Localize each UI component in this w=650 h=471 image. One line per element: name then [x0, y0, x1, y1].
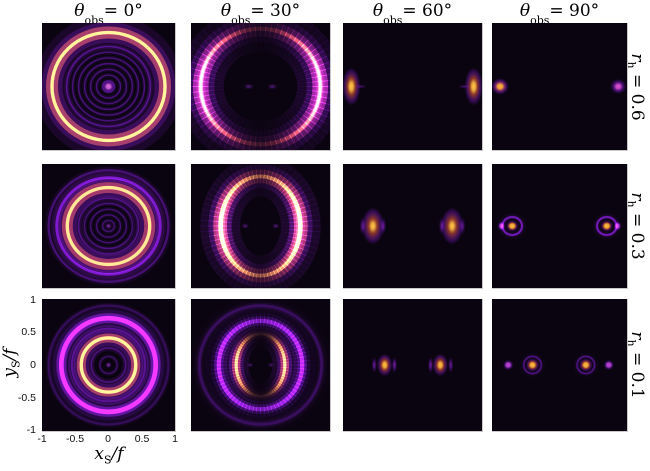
col-title-value: = 30° — [250, 1, 301, 21]
y-subscript: S — [9, 360, 23, 368]
heatmap-panel-r3c4 — [492, 299, 628, 432]
x-tick-0: 0 — [105, 433, 111, 445]
x-tick-1: 1 — [172, 433, 178, 445]
heatmap-panel-r3c3 — [343, 299, 483, 432]
y-tick-0.5: 0.5 — [21, 326, 36, 338]
theta-symbol: θ — [220, 1, 232, 21]
r-symbol: r — [627, 192, 647, 201]
x-tick--0.5: -0.5 — [65, 433, 85, 445]
heatmap-panel-r2c4 — [492, 164, 628, 289]
r-symbol: r — [627, 331, 647, 340]
heatmap-panel-r1c2 — [191, 23, 331, 151]
y-tick-1: 1 — [30, 294, 36, 306]
row-title-rh-0.6: rh = 0.6 — [625, 53, 647, 121]
row-title-value: = 0.6 — [627, 68, 647, 121]
y-symbol: y — [0, 367, 20, 378]
heatmap-panel-r3c1 — [42, 299, 176, 432]
heatmap-panel-r2c1 — [42, 164, 176, 289]
x-subscript: S — [104, 453, 112, 467]
theta-symbol: θ — [519, 1, 531, 21]
row-title-rh-0.3: rh = 0.3 — [625, 192, 647, 260]
heatmap-panel-r2c3 — [343, 164, 483, 289]
col-title-theta-0: θ obs = 0° — [74, 1, 143, 27]
row-title-value: = 0.1 — [627, 346, 647, 399]
col-title-value: = 60° — [402, 1, 453, 21]
x-label-tail: /f — [111, 444, 124, 464]
y-tick--0.5: -0.5 — [17, 392, 36, 404]
row-title-value: = 0.3 — [627, 207, 647, 260]
heatmap-panel-r1c1 — [42, 23, 176, 151]
col-title-theta-90: θ obs = 90° — [519, 1, 600, 27]
theta-symbol: θ — [74, 1, 85, 21]
y-axis-label: yS/f — [0, 348, 23, 378]
r-symbol: r — [627, 53, 647, 62]
col-title-theta-60: θ obs = 60° — [372, 1, 453, 27]
y-label-tail: /f — [0, 348, 20, 361]
heatmap-panel-r1c4 — [492, 23, 628, 151]
y-tick-0: 0 — [30, 359, 36, 371]
heatmap-panel-r2c2 — [191, 164, 331, 289]
x-axis-label: xS/f — [94, 444, 124, 467]
heatmap-panel-r3c2 — [191, 299, 331, 432]
col-title-theta-30: θ obs = 30° — [220, 1, 301, 27]
x-symbol: x — [94, 444, 105, 464]
x-tick--1: -1 — [37, 433, 47, 445]
col-title-value: = 90° — [549, 1, 600, 21]
heatmap-panel-r1c3 — [343, 23, 483, 151]
y-tick--1: -1 — [26, 424, 36, 436]
theta-symbol: θ — [372, 1, 384, 21]
col-title-value: = 0° — [103, 1, 143, 21]
row-title-rh-0.1: rh = 0.1 — [625, 331, 647, 399]
x-tick-0.5: 0.5 — [134, 433, 150, 445]
